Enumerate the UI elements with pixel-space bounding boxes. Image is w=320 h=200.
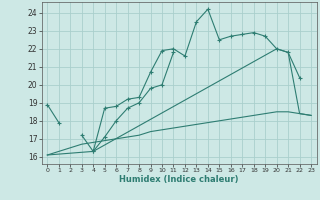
X-axis label: Humidex (Indice chaleur): Humidex (Indice chaleur) xyxy=(119,175,239,184)
